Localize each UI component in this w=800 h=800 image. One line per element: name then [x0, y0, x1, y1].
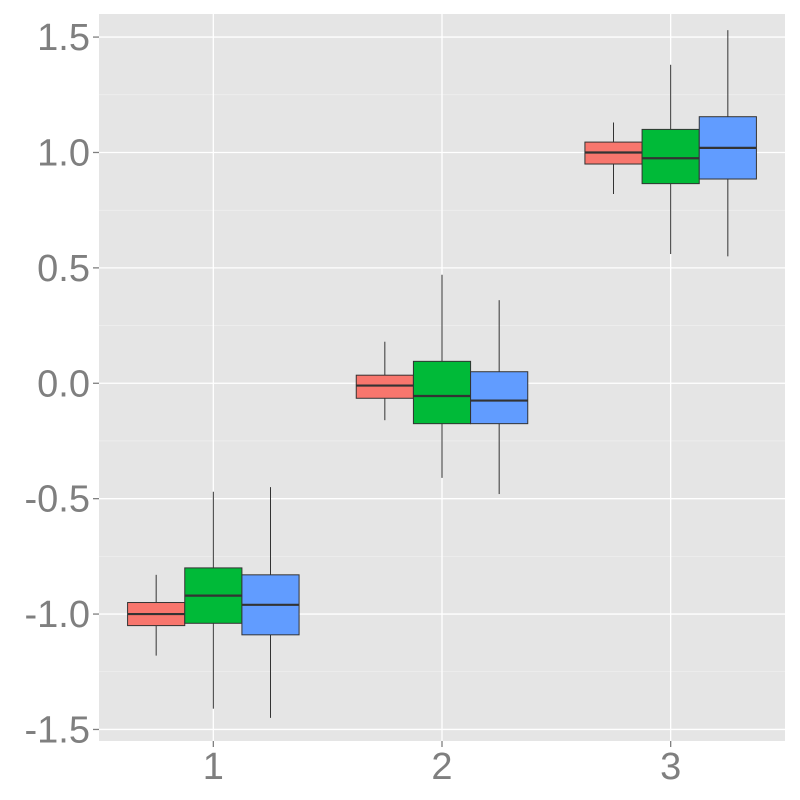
box-groups	[127, 30, 757, 718]
y-tick-label: 1.0	[37, 132, 90, 174]
box-group-3	[584, 30, 757, 257]
box	[412, 360, 472, 425]
x-tick-label: 2	[431, 746, 452, 788]
x-tick-label: 1	[203, 746, 224, 788]
box-group-2	[355, 274, 529, 495]
y-tick-label: -0.5	[25, 479, 90, 521]
box	[641, 128, 700, 185]
y-tick-label: 0.0	[37, 363, 90, 405]
y-tick-label: 0.5	[37, 248, 90, 290]
box	[355, 374, 414, 399]
x-tick-label: 3	[660, 746, 681, 788]
box-group-1	[127, 487, 300, 718]
y-tick-label: -1.0	[25, 594, 90, 636]
x-axis: 1 2 3	[203, 741, 681, 788]
y-axis: 1.5 1.0 0.5 0.0 -0.5 -1.0 -1.5	[25, 17, 99, 751]
y-tick-label: 1.5	[37, 17, 90, 59]
box	[470, 371, 529, 425]
y-tick-label: -1.5	[25, 709, 90, 751]
